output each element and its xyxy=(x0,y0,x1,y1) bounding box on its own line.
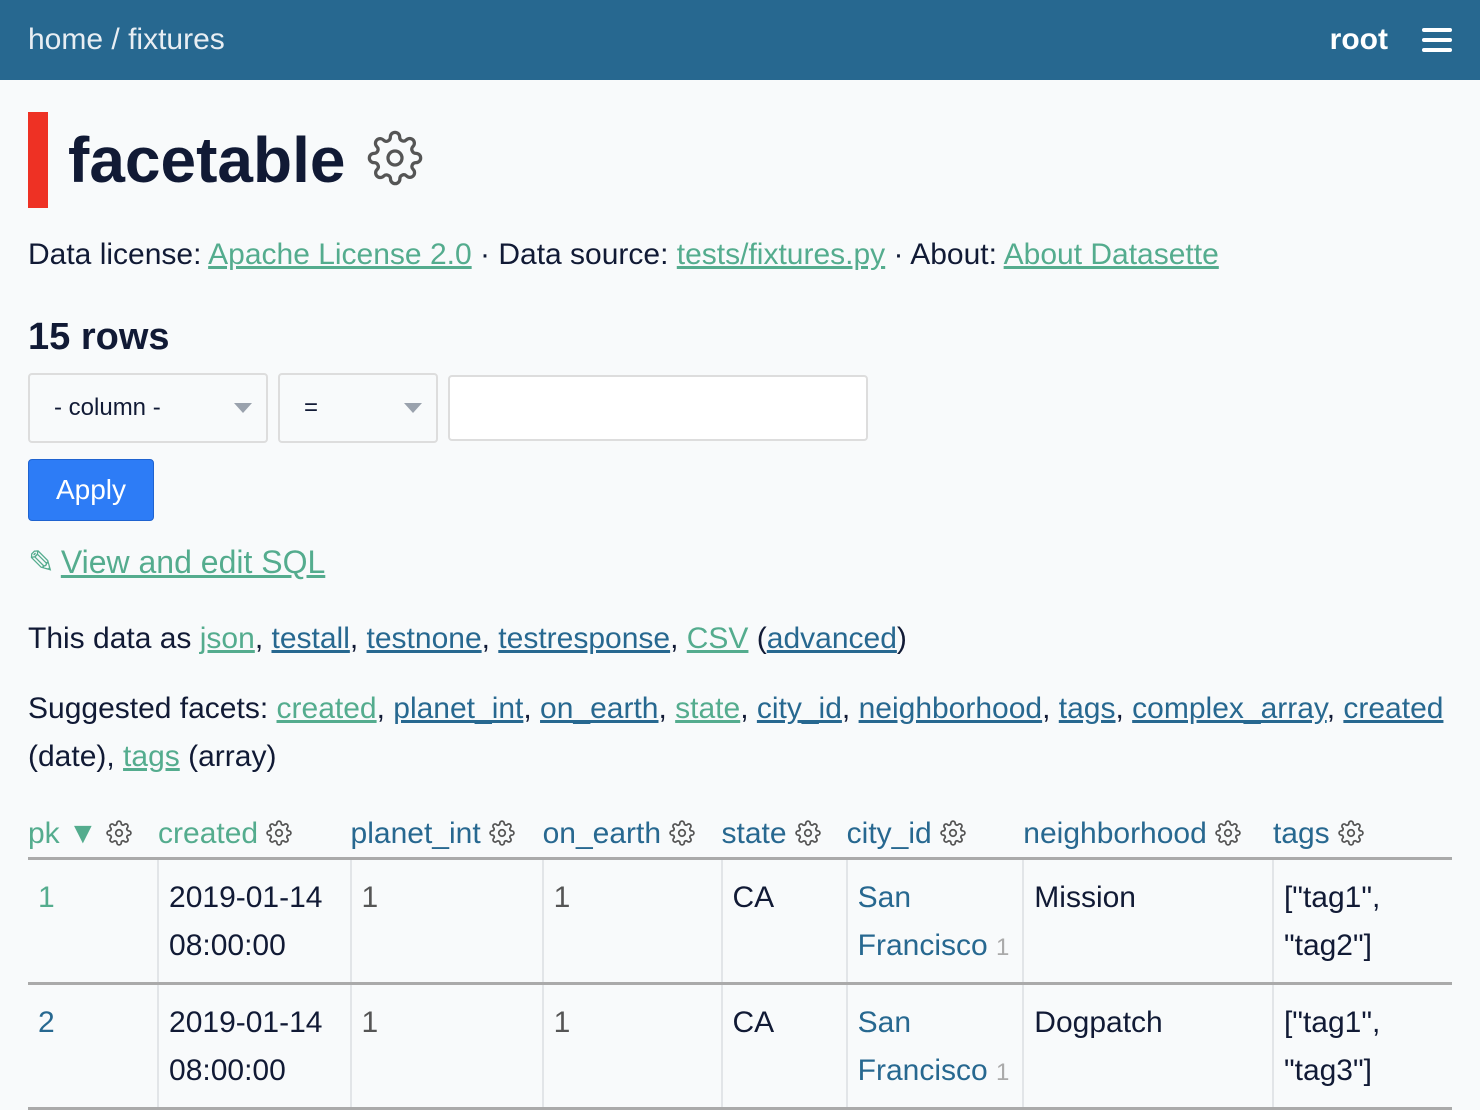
facet-on-earth[interactable]: on_earth xyxy=(540,692,659,725)
column-gear-icon[interactable] xyxy=(1338,817,1364,850)
filter-row: - column - = xyxy=(28,373,1452,443)
apply-button[interactable]: Apply xyxy=(28,459,154,521)
column-header-on-earth: on_earth xyxy=(542,809,722,860)
column-header-pk: pk ▼ xyxy=(28,809,159,860)
about-link[interactable]: About Datasette xyxy=(1003,238,1219,271)
column-header-planet-int: planet_int xyxy=(350,809,543,860)
breadcrumb-home[interactable]: home xyxy=(28,23,104,56)
pk-link[interactable]: 1 xyxy=(38,881,55,914)
cell-planet-int: 1 xyxy=(349,858,543,985)
column-header-state: state xyxy=(721,809,847,860)
table-row: 2 2019-01-14 08:00:00 1 1 CA San Francis… xyxy=(28,983,1452,1110)
export-json[interactable]: json xyxy=(199,622,255,655)
column-sort-link[interactable]: created xyxy=(158,817,259,850)
gear-icon[interactable] xyxy=(367,130,423,191)
pencil-icon: ✎ xyxy=(28,544,55,580)
metadata: Data license: Apache License 2.0 · Data … xyxy=(28,238,1452,272)
suggested-facets: Suggested facets: created, planet_int, o… xyxy=(28,692,1444,773)
row-count: 15 rows xyxy=(28,316,170,358)
breadcrumb: home / fixtures xyxy=(28,23,225,57)
export-advanced[interactable]: advanced xyxy=(766,622,897,655)
sep: · xyxy=(480,238,490,271)
facet-complex-array[interactable]: complex_array xyxy=(1132,692,1327,725)
column-select[interactable]: - column - xyxy=(28,373,268,443)
breadcrumb-separator: / xyxy=(111,23,120,56)
export-csv[interactable]: CSV xyxy=(686,622,749,655)
export-label: This data as xyxy=(28,622,192,655)
city-link[interactable]: San Francisco xyxy=(857,1006,988,1087)
city-id: 1 xyxy=(996,934,1010,961)
sort-desc-icon: ▼ xyxy=(68,817,98,850)
column-gear-icon[interactable] xyxy=(266,817,293,850)
column-select-value: - column - xyxy=(54,394,161,421)
facet-tags-array[interactable]: tags xyxy=(123,740,180,773)
source-label: Data source: xyxy=(498,238,669,271)
column-gear-icon[interactable] xyxy=(1215,817,1241,850)
facet-city-id[interactable]: city_id xyxy=(756,692,842,725)
user-name: root xyxy=(1329,23,1388,56)
column-header-tags: tags xyxy=(1272,809,1452,860)
facet-planet-int[interactable]: planet_int xyxy=(393,692,524,725)
cell-planet-int: 1 xyxy=(349,983,543,1110)
pk-link[interactable]: 2 xyxy=(38,1006,55,1039)
facet-created[interactable]: created xyxy=(276,692,377,725)
table-row: 1 2019-01-14 08:00:00 1 1 CA San Francis… xyxy=(28,858,1452,985)
facet-date-suffix: (date) xyxy=(28,740,107,773)
top-nav: home / fixtures root xyxy=(0,0,1480,80)
facet-array-suffix: (array) xyxy=(188,740,277,773)
facet-tags[interactable]: tags xyxy=(1058,692,1116,725)
chevron-down-icon xyxy=(404,403,422,413)
chevron-down-icon xyxy=(234,403,252,413)
column-gear-icon[interactable] xyxy=(940,817,966,850)
column-sort-link[interactable]: pk xyxy=(28,817,60,850)
city-id: 1 xyxy=(996,1059,1010,1086)
cell-state: CA xyxy=(720,983,847,1110)
cell-state: CA xyxy=(720,858,847,985)
column-gear-icon[interactable] xyxy=(106,817,132,850)
license-label: Data license: xyxy=(28,238,202,271)
column-sort-link[interactable]: city_id xyxy=(846,817,932,850)
operator-select[interactable]: = xyxy=(278,373,438,443)
cell-neighborhood: Dogpatch xyxy=(1022,983,1273,1110)
export-links: This data as json, testall, testnone, te… xyxy=(28,622,907,655)
filter-value-input[interactable] xyxy=(448,375,868,441)
column-gear-icon[interactable] xyxy=(669,817,696,850)
cell-tags: ["tag1", "tag2"] xyxy=(1283,881,1381,962)
facets-label: Suggested facets: xyxy=(28,692,269,725)
sep: · xyxy=(893,238,904,271)
cell-on-earth: 1 xyxy=(541,983,722,1110)
view-edit-sql-link[interactable]: View and edit SQL xyxy=(60,544,326,580)
cell-on-earth: 1 xyxy=(541,858,722,985)
cell-tags: ["tag1", "tag3"] xyxy=(1283,1006,1381,1087)
export-testnone[interactable]: testnone xyxy=(366,622,482,655)
cell-neighborhood: Mission xyxy=(1022,858,1273,985)
facet-neighborhood[interactable]: neighborhood xyxy=(858,692,1043,725)
column-sort-link[interactable]: neighborhood xyxy=(1023,817,1207,850)
city-link[interactable]: San Francisco xyxy=(857,881,988,962)
column-sort-link[interactable]: on_earth xyxy=(542,817,662,850)
column-gear-icon[interactable] xyxy=(489,817,515,850)
cell-created: 2019-01-14 08:00:00 xyxy=(169,881,323,962)
column-gear-icon[interactable] xyxy=(795,817,821,850)
page-title: facetable xyxy=(68,124,346,196)
facet-created-date[interactable]: created xyxy=(1343,692,1444,725)
about-label: About: xyxy=(910,238,997,271)
data-table: pk ▼ created planet_int on_earth state c… xyxy=(28,809,1452,1110)
menu-icon[interactable] xyxy=(1422,28,1452,52)
column-sort-link[interactable]: tags xyxy=(1272,817,1330,850)
breadcrumb-fixtures[interactable]: fixtures xyxy=(128,23,225,56)
license-link[interactable]: Apache License 2.0 xyxy=(208,238,472,271)
column-sort-link[interactable]: planet_int xyxy=(350,817,481,850)
source-link[interactable]: tests/fixtures.py xyxy=(676,238,886,271)
operator-select-value: = xyxy=(304,394,319,421)
accent-bar xyxy=(28,112,48,208)
column-header-city-id: city_id xyxy=(846,809,1024,860)
column-sort-link[interactable]: state xyxy=(721,817,787,850)
cell-created: 2019-01-14 08:00:00 xyxy=(169,1006,323,1087)
column-header-created: created xyxy=(158,809,351,860)
facet-state[interactable]: state xyxy=(675,692,741,725)
export-testall[interactable]: testall xyxy=(271,622,350,655)
column-header-neighborhood: neighborhood xyxy=(1023,809,1273,860)
export-testresponse[interactable]: testresponse xyxy=(498,622,671,655)
